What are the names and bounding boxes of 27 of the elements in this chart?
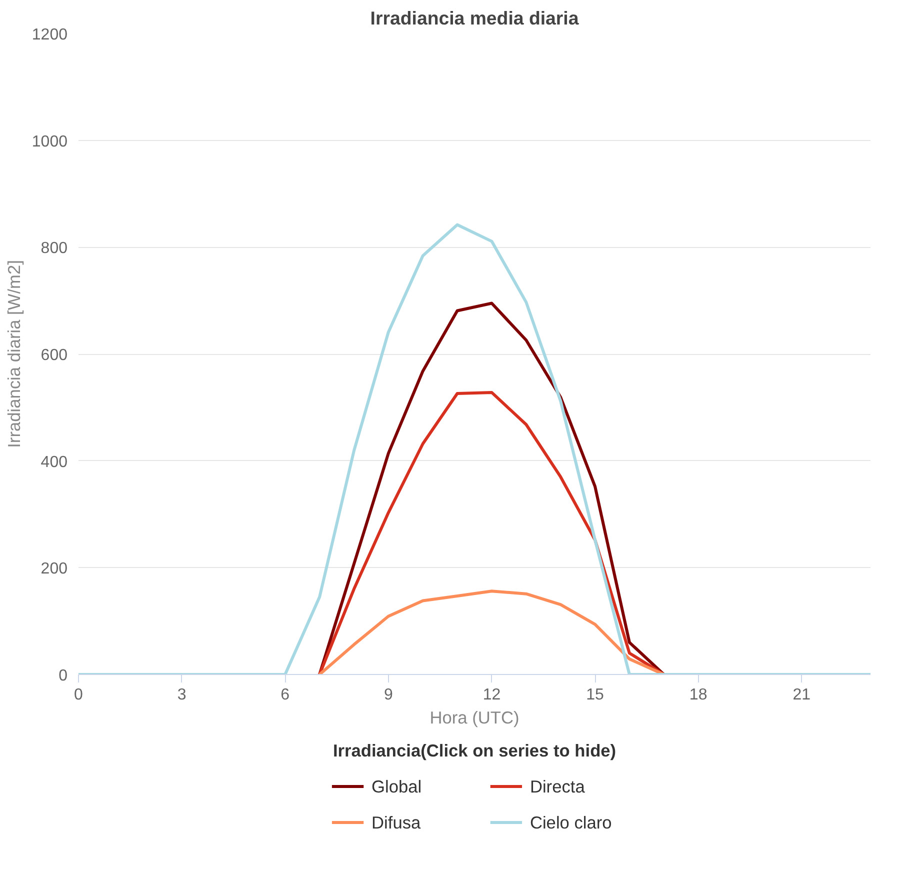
x-tick-label: 3 [177, 686, 186, 704]
legend-label: Cielo claro [530, 812, 612, 832]
legend-label: Global [372, 776, 422, 796]
x-tick-label: 18 [689, 686, 708, 704]
line-series [318, 302, 666, 674]
y-tick-label: 1200 [32, 26, 68, 44]
y-tick-label: 0 [58, 668, 68, 684]
x-tick-label: 6 [280, 686, 290, 704]
line-series [318, 390, 666, 674]
y-tick-label: 400 [40, 454, 68, 471]
x-tick-label: 0 [74, 686, 84, 704]
y-tick-label: 600 [40, 347, 68, 364]
legend-title: Irradiancia(Click on series to hide) [332, 740, 616, 760]
x-tick-label: 12 [482, 686, 501, 704]
x-tick-label: 21 [792, 686, 811, 704]
x-tick-label: 15 [586, 686, 604, 704]
line-series [78, 223, 870, 674]
y-tick-label: 1000 [32, 133, 68, 150]
legend-label: Difusa [372, 812, 422, 832]
x-axis-title: Hora (UTC) [430, 708, 520, 728]
x-tick-label: 9 [384, 686, 393, 704]
legend-label: Directa [530, 776, 586, 796]
line-series [318, 590, 666, 674]
chart-title: Irradiancia media diaria [370, 8, 580, 28]
y-axis-title: Irradiancia diaria [W/m2] [4, 260, 24, 448]
y-tick-label: 200 [40, 560, 68, 578]
y-tick-label: 800 [40, 240, 68, 258]
